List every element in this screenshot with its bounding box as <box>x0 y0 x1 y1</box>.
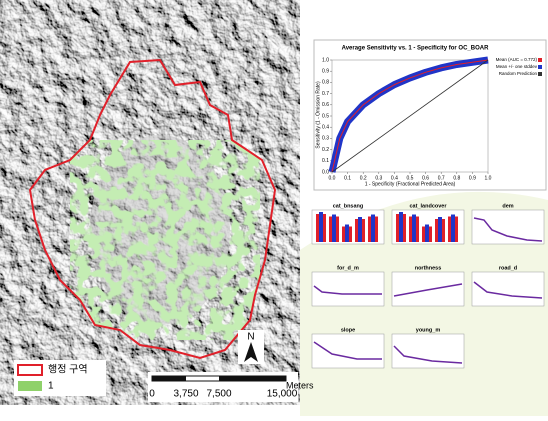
y-tick-label: 0.9 <box>322 69 329 75</box>
y-tick-label: 0.7 <box>322 91 329 97</box>
panel-bar-sd <box>358 217 362 242</box>
y-tick-label: 0.5 <box>322 113 329 119</box>
panel-bar-sd <box>412 215 416 243</box>
roc-ylabel: Sensitivity (1 - Omission Rate) <box>315 81 321 149</box>
map-legend: 행정 구역 1 <box>14 360 106 396</box>
panel-frame <box>312 334 384 368</box>
y-tick-label: 1.0 <box>322 57 329 63</box>
roc-xlabel: 1 - Specificity (Fractional Predicted Ar… <box>365 181 456 187</box>
x-tick-label: 0.7 <box>438 175 445 181</box>
scale-seg <box>219 376 286 381</box>
y-tick-label: 0.2 <box>322 147 329 153</box>
panel-bar-sd <box>319 212 323 242</box>
panel-title: young_m <box>416 327 441 333</box>
panel-frame <box>392 272 464 306</box>
habitat-area <box>70 135 260 340</box>
x-tick-label: 0.8 <box>453 175 460 181</box>
north-arrow: N <box>238 330 264 364</box>
scale-label: 15,000 <box>267 389 298 400</box>
scale-seg <box>152 376 186 381</box>
x-tick-label: 0.1 <box>344 175 351 181</box>
panel-bar-sd <box>425 225 429 243</box>
north-label: N <box>247 332 254 343</box>
legend-label: Mean (AUC = 0.772) <box>496 57 538 62</box>
legend-swatch <box>538 72 542 76</box>
scale-label: 0 <box>149 389 155 400</box>
y-tick-label: 0.1 <box>322 158 329 164</box>
legend-swatch <box>538 65 542 69</box>
x-tick-label: 0.3 <box>375 175 382 181</box>
legend-label: 1 <box>48 381 54 392</box>
panel-bar-sd <box>438 217 442 242</box>
legend-swatch <box>18 365 42 375</box>
panel-title: for_d_m <box>337 265 359 271</box>
panel-bar-sd <box>332 215 336 243</box>
x-tick-label: 1.0 <box>485 175 492 181</box>
figure: 행정 구역 1 N Meters 0 3,750 7,500 15,000 Av… <box>0 0 548 416</box>
legend-label: Mean +/- one stddev <box>496 64 538 69</box>
roc-panel <box>314 40 546 190</box>
panel-title: cat_bnsang <box>333 203 364 209</box>
panel-title: dem <box>502 203 513 209</box>
scale-label: 3,750 <box>173 389 198 400</box>
scale-bar: Meters 0 3,750 7,500 15,000 <box>148 372 314 402</box>
panel-bar-sd <box>399 212 403 242</box>
scale-label: 7,500 <box>206 389 231 400</box>
legend-label: 행정 구역 <box>48 364 88 376</box>
panel-title: cat_landcover <box>410 203 448 209</box>
panel-title: slope <box>341 327 355 333</box>
y-tick-label: 0.0 <box>322 169 329 175</box>
legend-swatch <box>538 58 542 62</box>
panel-frame <box>312 272 384 306</box>
panel-bar-sd <box>451 215 455 243</box>
x-tick-label: 0.0 <box>329 175 336 181</box>
y-tick-label: 0.8 <box>322 80 329 86</box>
x-tick-label: 0.6 <box>422 175 429 181</box>
y-tick-label: 0.6 <box>322 102 329 108</box>
suitable-habitat <box>70 140 260 340</box>
roc-title: Average Sensitivity vs. 1 - Specificity … <box>342 46 489 52</box>
y-tick-label: 0.3 <box>322 136 329 142</box>
x-tick-label: 0.5 <box>407 175 414 181</box>
panel-title: northness <box>415 265 442 271</box>
x-tick-label: 0.2 <box>360 175 367 181</box>
x-tick-label: 0.4 <box>391 175 398 181</box>
panel-title: road_d <box>499 265 517 271</box>
panel-bar-sd <box>345 225 349 243</box>
legend-label: Random Prediction <box>499 71 538 76</box>
panel-frame <box>472 210 544 244</box>
panel-bar-sd <box>371 215 375 243</box>
y-tick-label: 0.4 <box>322 125 329 131</box>
x-tick-label: 0.9 <box>469 175 476 181</box>
legend-swatch <box>18 381 42 391</box>
